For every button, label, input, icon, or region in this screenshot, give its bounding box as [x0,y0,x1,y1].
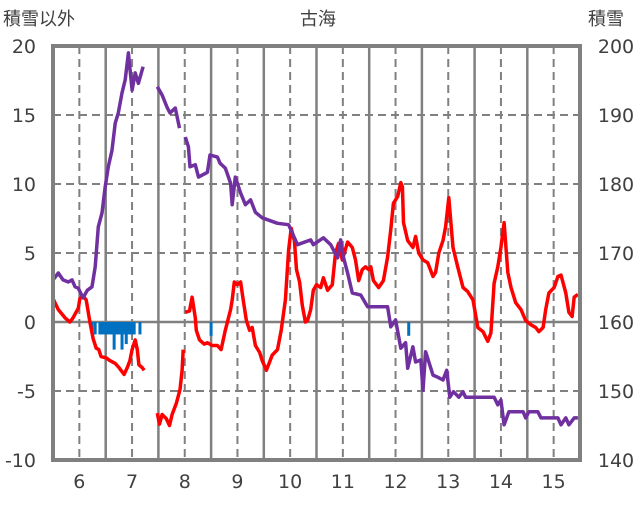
y-left-tick-label: 15 [12,105,36,127]
precip-bar [122,322,126,335]
y-right-tick-label: 140 [598,450,634,472]
y-right-tick-label: 160 [598,312,634,334]
precip-bar [132,322,136,335]
tick-labels: 20 15 10 5 0 -5 -10 200 190 180 170 160 150 140 6 7 8 9 10… [5,36,634,493]
x-tick-label: 8 [179,471,191,493]
x-tick-label: 13 [436,471,460,493]
y-left-tick-label: 0 [24,312,36,334]
precip-bar [407,322,411,336]
y-right-tick-label: 200 [598,36,634,58]
x-tick-label: 11 [331,471,355,493]
precip-bar [108,322,112,335]
right-axis-title: 積雪 [588,9,624,30]
y-right-tick-label: 180 [598,174,634,196]
precip-bar [112,322,116,350]
bars [90,322,411,350]
y-right-tick-label: 150 [598,381,634,403]
precip-bar [116,322,120,335]
precip-bar [118,322,122,335]
x-tick-label: 14 [489,471,513,493]
plot-frame [51,44,582,462]
y-left-tick-label: 5 [24,243,36,265]
precip-bar [209,322,213,336]
y-right-tick-label: 190 [598,105,634,127]
precip-bar [100,322,104,335]
red-line [51,180,579,428]
snow-depth-line [51,51,578,427]
precip-bar [128,322,132,335]
precip-bar [124,322,128,345]
y-left-tick-label: 10 [12,174,36,196]
precip-bar [120,322,124,350]
chart-title: 古海 [300,9,336,30]
y-left-tick-label: 20 [12,36,36,58]
precip-bar [106,322,110,335]
precip-bar [130,322,134,335]
x-tick-label: 9 [231,471,243,493]
x-tick-label: 10 [278,471,302,493]
x-tick-label: 7 [126,471,138,493]
x-tick-label: 6 [73,471,85,493]
precip-bar [98,322,102,335]
y-left-tick-label: -5 [17,381,36,403]
precip-bar [93,322,97,335]
left-axis-title: 積雪以外 [3,9,75,30]
x-tick-label: 15 [542,471,566,493]
x-tick-label: 12 [383,471,407,493]
precip-bar [138,322,142,335]
y-left-tick-label: -10 [5,450,36,472]
precip-bar [102,322,106,335]
precip-bar [110,322,114,335]
lines [51,51,579,428]
precip-bar [114,322,118,335]
precip-bar [104,322,108,335]
y-right-tick-label: 170 [598,243,634,265]
precip-bar [126,322,130,335]
